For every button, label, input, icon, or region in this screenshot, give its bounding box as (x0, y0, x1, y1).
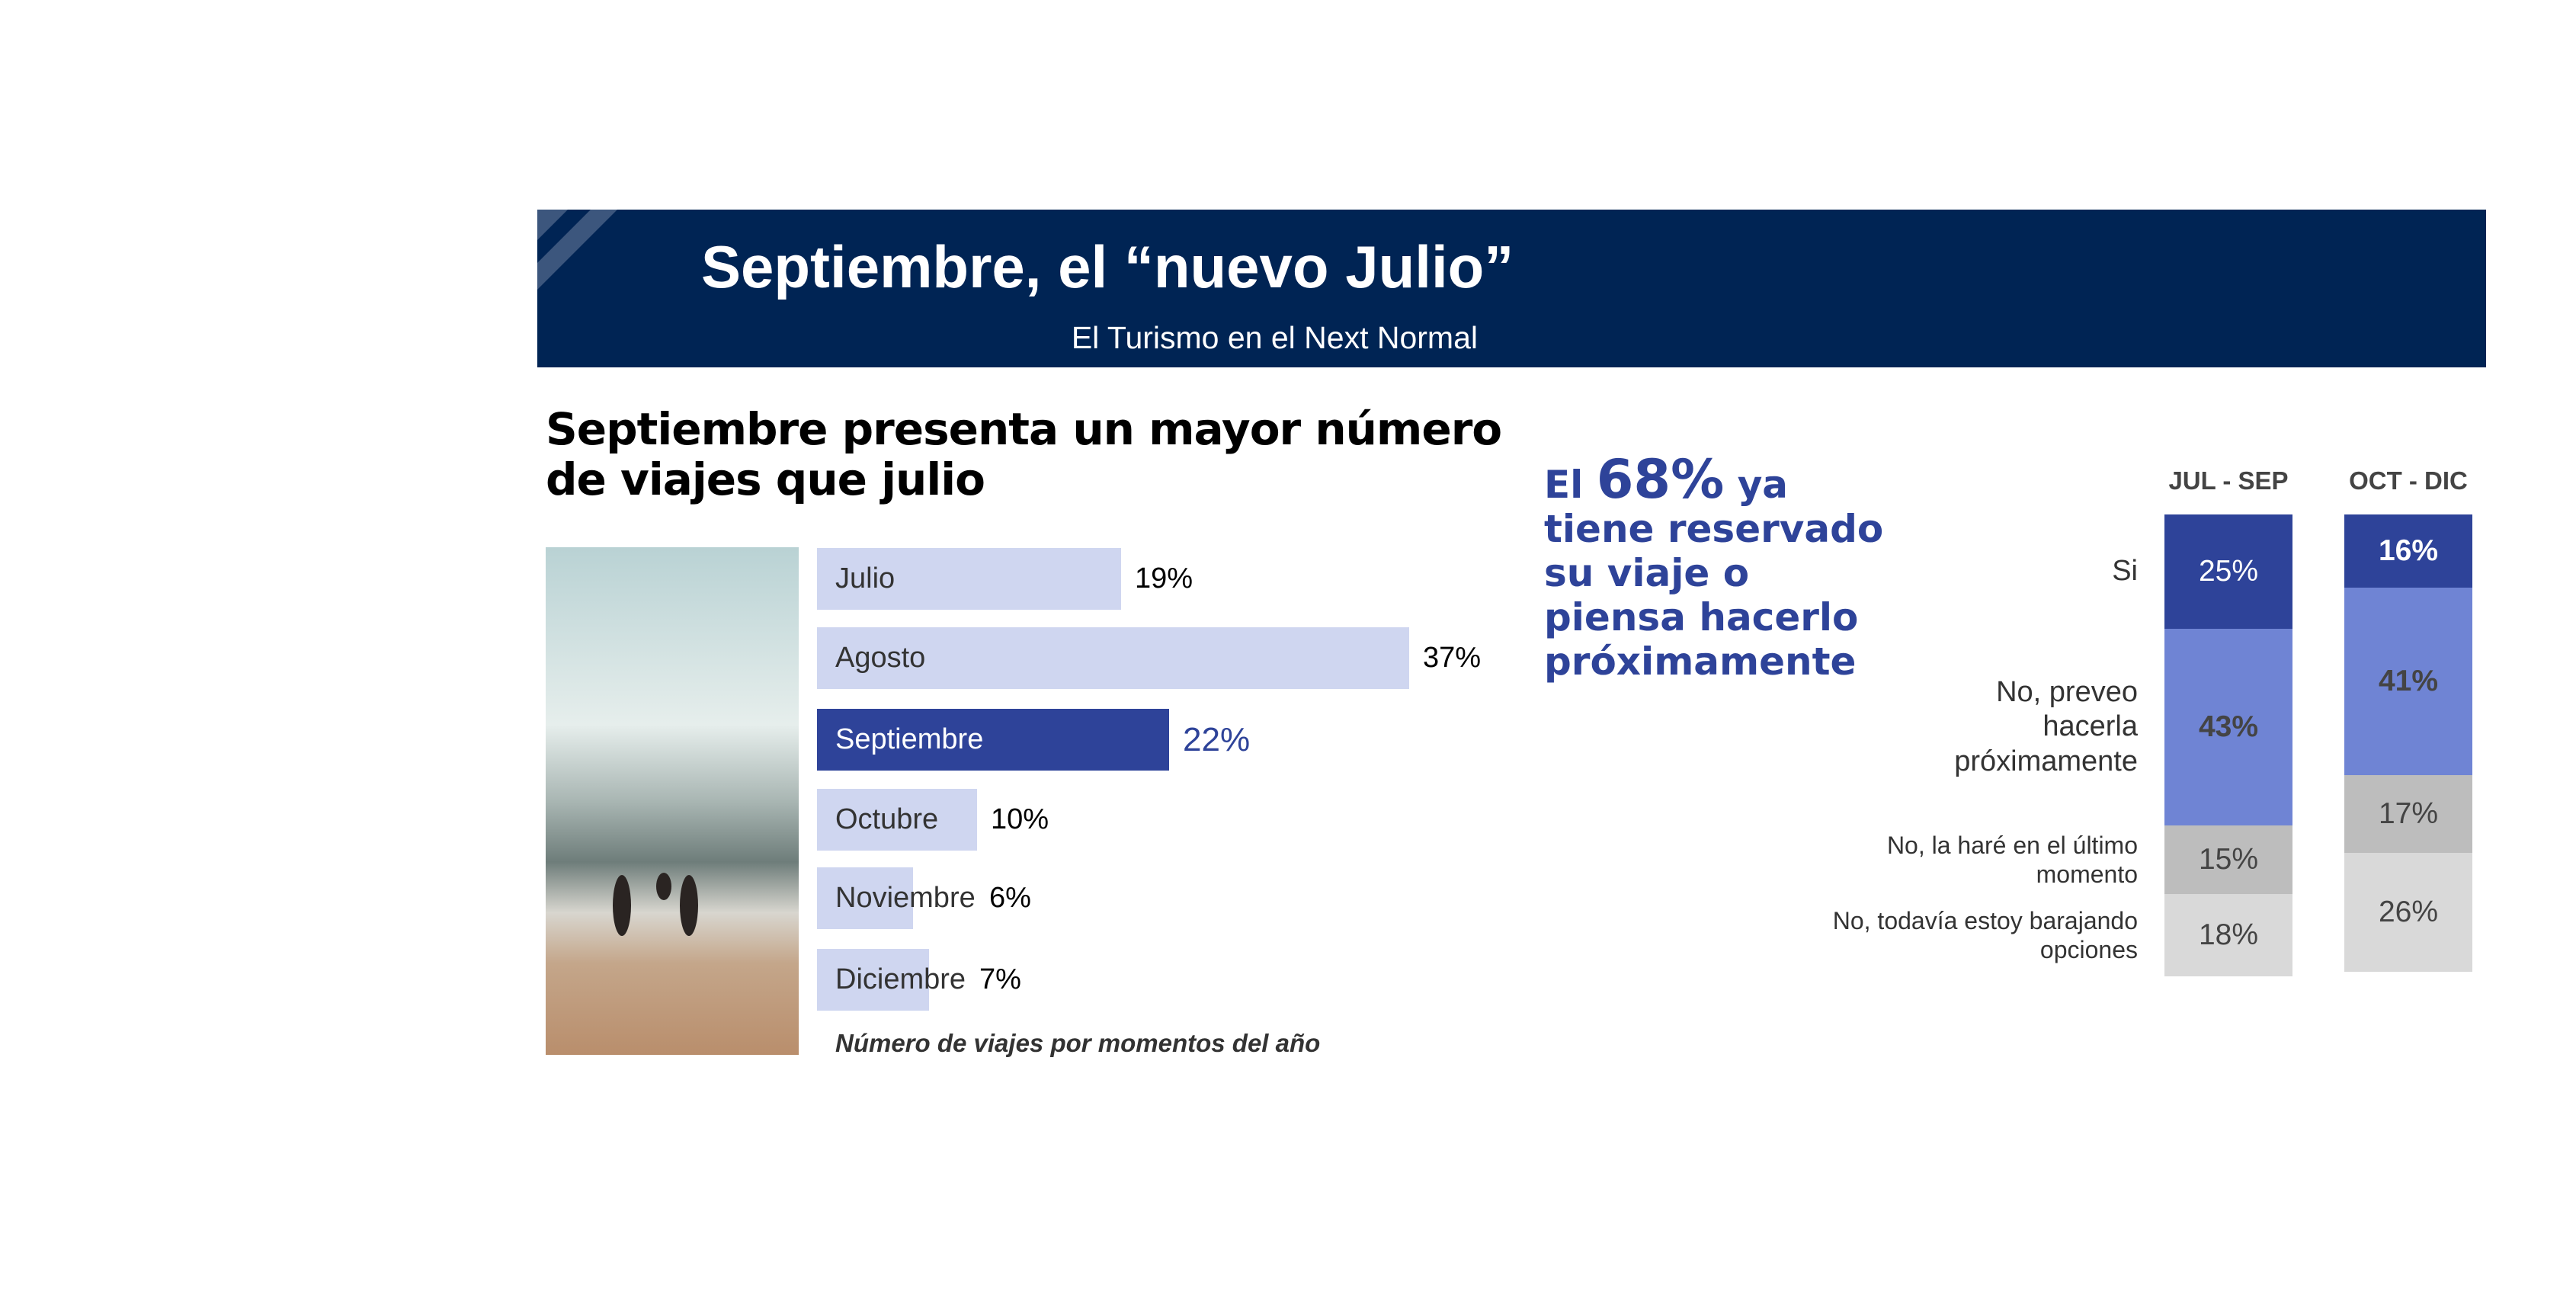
header-band (537, 210, 2486, 367)
annotation: El 68% ya tiene reservado su viaje o pie… (1544, 453, 1895, 684)
annotation-text: El (1544, 463, 1584, 507)
segment-label: 17% (2378, 797, 2439, 830)
bar (817, 867, 913, 929)
legend-label: Si (2112, 555, 2138, 587)
annotation-highlight: 68% (1596, 448, 1725, 511)
segment-label: 18% (2198, 918, 2259, 951)
segment-label: 15% (2198, 843, 2259, 876)
stacked-segment (2164, 514, 2292, 629)
legend-label: No, preveo hacerla próximamente (1954, 675, 2138, 777)
value-label: 19% (1135, 562, 1193, 595)
bar (817, 789, 977, 851)
column-header: OCT - DIC (2349, 466, 2468, 495)
bar (817, 627, 1409, 689)
header-subtitle: El Turismo en el Next Normal (1071, 320, 1478, 355)
stacked-segment (2344, 853, 2472, 972)
category-label: Noviembre (835, 882, 976, 914)
bar (817, 709, 1169, 771)
category-label: Octubre (835, 803, 939, 835)
beach-photo (546, 547, 799, 1055)
stacked-segment (2164, 825, 2292, 894)
segment-label: 16% (2378, 534, 2439, 567)
segment-label: 41% (2378, 665, 2439, 697)
value-label: 10% (991, 803, 1049, 835)
category-label: Agosto (835, 642, 926, 674)
stacked-segment (2344, 514, 2472, 588)
category-label: Septiembre (835, 723, 984, 755)
column-header: JUL - SEP (2168, 466, 2289, 495)
annotation-text: ya tiene reservado su viaje o piensa hac… (1544, 463, 1884, 684)
category-label: Julio (835, 562, 896, 595)
chart-caption: Número de viajes por momentos del año (835, 1029, 1321, 1057)
bar (817, 949, 929, 1011)
stacked-segment (2344, 775, 2472, 853)
segment-label: 43% (2198, 710, 2259, 743)
chart-title: Septiembre presenta un mayor número de v… (546, 403, 1502, 505)
legend-label: No, todavía estoy barajando opciones (1832, 906, 2138, 963)
stacked-segment (2164, 629, 2292, 825)
corner-stripes (537, 210, 617, 290)
legend-label: No, la haré en el último momento (1886, 831, 2138, 888)
segment-label: 26% (2378, 896, 2439, 928)
value-label: 6% (989, 882, 1031, 914)
stacked-segment (2164, 894, 2292, 976)
value-label: 7% (979, 963, 1021, 995)
stacked-segment (2344, 588, 2472, 775)
value-label: 22% (1183, 721, 1251, 758)
header-title: Septiembre, el “nuevo Julio” (701, 233, 1514, 300)
segment-label: 25% (2198, 555, 2259, 588)
value-label: 37% (1423, 642, 1482, 674)
bar (817, 548, 1121, 610)
category-label: Diciembre (835, 963, 966, 995)
